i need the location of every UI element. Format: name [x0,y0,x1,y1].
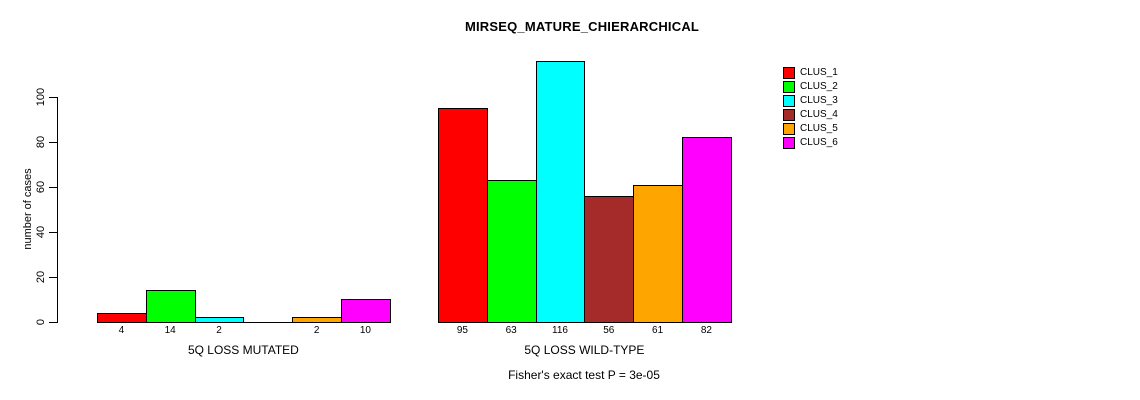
bar-clus_2 [145,290,196,323]
bar-clus_3 [535,61,586,323]
chart-title: MIRSEQ_MATURE_CHIERARCHICAL [464,19,700,34]
y-axis-line [57,97,58,323]
legend-swatch-clus_6 [783,137,795,149]
x-group-label: 5Q LOSS WILD-TYPE [524,343,645,357]
legend-label: CLUS_4 [800,109,838,120]
y-tick [49,277,57,278]
legend-swatch-clus_1 [783,67,795,79]
y-tick [49,322,57,323]
subtitle-pvalue: Fisher's exact test P = 3e-05 [508,368,660,382]
legend-swatch-clus_5 [783,123,795,135]
x-group-label: 5Q LOSS MUTATED [187,343,299,357]
legend-label: CLUS_6 [800,137,838,148]
y-tick-label: 100 [35,87,47,107]
y-tick [49,187,57,188]
bar-clus_5 [633,185,683,323]
bar-clus_1 [97,313,147,323]
bar-value-label: 63 [505,325,517,336]
y-tick [49,97,57,98]
bar-clus_2 [486,180,537,323]
bar-clus_3 [194,317,245,323]
y-tick-label: 20 [35,270,47,284]
legend-item: CLUS_3 [783,94,838,108]
y-tick-label: 60 [35,180,47,194]
y-tick [49,142,57,143]
legend-swatch-clus_4 [783,109,795,121]
legend-item: CLUS_1 [783,66,838,80]
y-tick [49,232,57,233]
bar-value-label: 116 [552,325,568,336]
bar-clus_1 [438,108,488,323]
bar-clus_4 [584,196,635,323]
bar-value-label: 2 [216,325,222,336]
legend-label: CLUS_1 [800,67,838,78]
bar-value-label: 95 [456,325,468,336]
bar-clus_6 [682,137,732,323]
bar-clus_6 [341,299,391,323]
legend-label: CLUS_5 [800,123,838,134]
bar-value-label: 61 [652,325,664,336]
bar-value-label: 10 [359,325,371,336]
legend-item: CLUS_2 [783,80,838,94]
legend-item: CLUS_5 [783,122,838,136]
bar-value-label: 14 [164,325,176,336]
legend-swatch-clus_2 [783,81,795,93]
y-tick-label: 40 [35,225,47,239]
y-tick-label: 80 [35,135,47,149]
bar-value-label: 56 [603,325,615,336]
bar-value-label: 4 [118,325,125,336]
legend-item: CLUS_4 [783,108,838,122]
legend-label: CLUS_3 [800,95,838,106]
bar-value-label: 2 [313,325,320,336]
bar-clus_5 [292,317,342,323]
legend-item: CLUS_6 [783,136,838,150]
legend-label: CLUS_2 [800,81,838,92]
legend-swatch-clus_3 [783,95,795,107]
bar-value-label: 82 [700,325,712,336]
y-tick-label: 0 [35,318,47,326]
y-axis-label: number of cases [22,168,34,250]
